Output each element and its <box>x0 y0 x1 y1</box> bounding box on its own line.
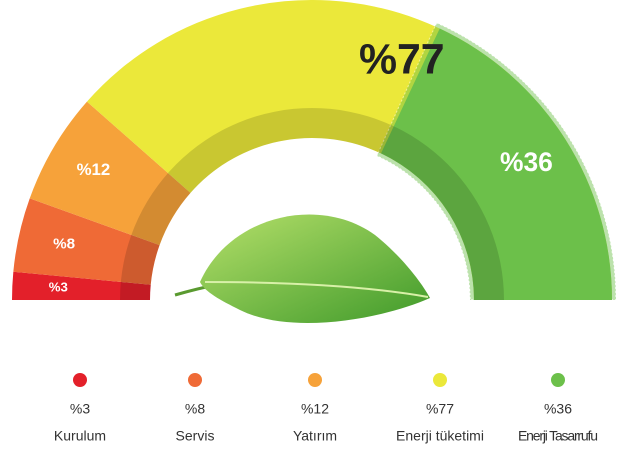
legend-value: %12 <box>301 401 329 417</box>
legend-value: %36 <box>544 401 572 417</box>
legend-name: Kurulum <box>54 428 106 444</box>
legend-dot <box>73 373 87 387</box>
value-label: %36 <box>500 147 553 177</box>
legend-dot <box>551 373 565 387</box>
legend-value: %8 <box>185 401 205 417</box>
chart: %3 %8 %12 %77 %36 %3 Kurulum %8 Servis %12 Yatırı… <box>0 0 620 459</box>
legend-value: %3 <box>70 401 90 417</box>
legend-name: Enerji tüketimi <box>396 428 484 444</box>
legend-dot <box>188 373 202 387</box>
legend-dot <box>308 373 322 387</box>
leaf <box>175 214 430 323</box>
value-label: %3 <box>49 280 68 295</box>
legend-name: Yatırım <box>293 428 337 444</box>
legend: %3 Kurulum %8 Servis %12 Yatırım %77 Enerji tük… <box>54 373 598 444</box>
legend-name: Enerji Tasarrufu <box>518 428 598 444</box>
legend-name: Servis <box>176 428 215 444</box>
value-label: %12 <box>77 160 111 179</box>
legend-value: %77 <box>426 401 454 417</box>
page: {"chart_data": {"type": "semi-donut", "c… <box>0 0 620 459</box>
value-label: %77 <box>359 36 445 84</box>
value-label: %8 <box>53 236 75 253</box>
legend-dot <box>433 373 447 387</box>
